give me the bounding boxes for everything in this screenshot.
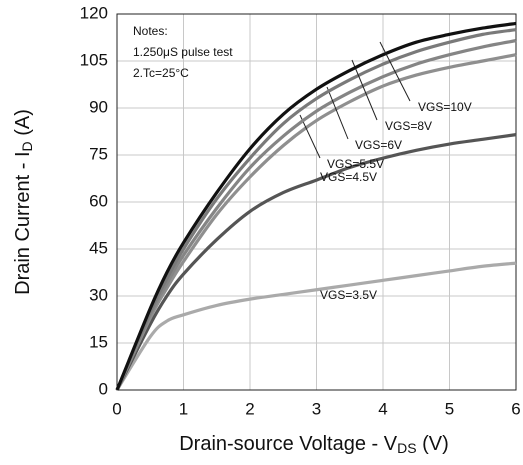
plot-frame — [116, 13, 517, 391]
x-tick-label: 2 — [245, 399, 254, 418]
series-label: VGS=10V — [418, 100, 472, 114]
series-line — [115, 261, 517, 391]
y-tick-label: 105 — [80, 50, 108, 69]
x-tick-label: 1 — [179, 399, 188, 418]
note: 1.250μS pulse test — [133, 45, 233, 59]
series-label: VGS=3.5V — [320, 288, 377, 302]
x-axis-label: Drain-source Voltage - VDS (V) — [179, 433, 449, 455]
x-tick-label: 6 — [511, 399, 520, 418]
series-line — [115, 39, 517, 391]
series-label: VGS=5.5V — [327, 157, 384, 171]
y-tick-label: 75 — [89, 144, 108, 163]
leader-line — [351, 59, 378, 121]
x-tick-label: 4 — [378, 399, 387, 418]
y-tick-label: 120 — [80, 3, 108, 22]
note: 2.Tc=25°C — [133, 66, 189, 80]
series-label: VGS=6V — [355, 138, 402, 152]
series-line — [115, 133, 517, 391]
leader-line — [326, 86, 349, 140]
y-tick-label: 45 — [89, 238, 108, 257]
series-line — [115, 21, 517, 391]
x-tick-label: 3 — [312, 399, 321, 418]
series-line — [115, 53, 517, 391]
series-label: VGS=4.5V — [320, 170, 377, 184]
series-line — [115, 28, 517, 391]
note: Notes: — [133, 24, 168, 38]
y-tick-label: 30 — [89, 285, 108, 304]
x-tick-label: 5 — [445, 399, 454, 418]
series-label: VGS=8V — [385, 119, 432, 133]
y-tick-label: 15 — [89, 332, 108, 351]
y-tick-label: 90 — [89, 97, 108, 116]
leader-line — [379, 41, 411, 102]
y-tick-label: 60 — [89, 191, 108, 210]
y-axis-label: Drain Current - ID (A) — [12, 109, 34, 295]
y-tick-label: 0 — [99, 379, 108, 398]
x-tick-label: 0 — [112, 399, 121, 418]
